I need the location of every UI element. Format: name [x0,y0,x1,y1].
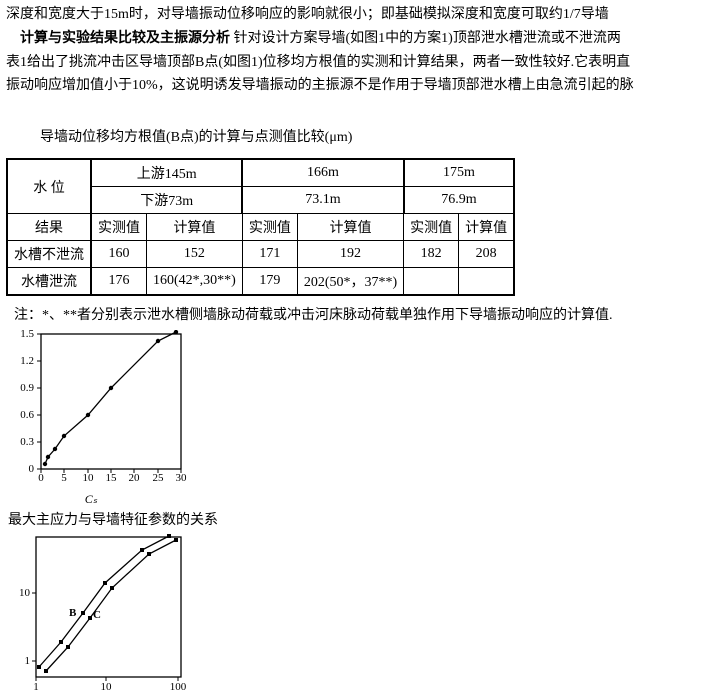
chart1-xlabel: Cₛ [1,492,181,507]
fig2-title: 最大主应力与导墙特征参数的关系 [8,509,706,529]
section-heading: 计算与实验结果比较及主振源分析 [20,31,230,46]
table-note: 注：*、**者分别表示泄水槽侧墙脉动荷载或冲击河床脉动荷载单独作用下导墙振动响应… [6,296,706,330]
d2-0: 176 [91,268,147,296]
ytick: 10 [19,587,30,599]
rowhead-result: 结果 [7,214,91,241]
d2-4 [404,268,459,296]
xtick: 5 [61,472,67,484]
d1-3: 192 [297,241,403,268]
results-table: 水 位 上游145m 166m 175m 下游73m 73.1m 76.9m 结… [6,158,515,296]
h-166: 166m [242,159,403,187]
chart-loglog: B C 10 1 1 10 100 [6,533,184,697]
sub-3: 计算值 [297,214,403,241]
ytick: 0.3 [20,436,34,448]
label-B: B [69,607,76,619]
h-769: 76.9m [404,187,515,214]
ytick: 0.6 [20,409,34,421]
label-C: C [93,609,101,621]
xtick: 30 [176,472,187,484]
h-175: 175m [404,159,515,187]
d2-5 [459,268,515,296]
line3: 表1给出了挑流冲击区导墙顶部B点(如图1)位移均方根值的实测和计算结果，两者一致… [6,55,630,70]
d1-5: 208 [459,241,515,268]
ytick: 1.2 [20,355,34,367]
xtick: 10 [101,681,112,693]
xtick: 0 [38,472,44,484]
d1-4: 182 [404,241,459,268]
sub-2: 实测值 [242,214,297,241]
h-down73: 下游73m [91,187,242,214]
h-up145: 上游145m [91,159,242,187]
d2-3: 202(50*，37**) [297,268,403,296]
sub-4: 实测值 [404,214,459,241]
paragraph-block: 深度和宽度大于15m时，对导墙振动位移响应的影响就很小；即基础模拟深度和宽度可取… [6,3,706,98]
chart-cs-vs-response: 1.5 1.2 0.9 0.6 0.3 00 5 10 15 20 25 30 [6,330,186,492]
row-flow: 水槽泄流 [7,268,91,296]
d1-1: 152 [147,241,243,268]
line1: 深度和宽度大于15m时，对导墙振动位移响应的影响就很小；即基础模拟深度和宽度可取… [6,7,609,22]
d1-0: 160 [91,241,147,268]
table-caption: 导墙动位移均方根值(B点)的计算与点测值比较(μm) [6,122,706,150]
xtick: 15 [106,472,117,484]
line4: 振动响应增加值小于10%，这说明诱发导墙振动的主振源不是作用于导墙顶部泄水槽上由… [6,78,634,93]
xtick: 10 [83,472,94,484]
ytick: 0.9 [20,382,34,394]
row-noflow: 水槽不泄流 [7,241,91,268]
d2-1: 160(42*,30**) [147,268,243,296]
line2: 针对设计方案导墙(如图1中的方案1)顶部泄水槽泄流或不泄流两 [230,31,621,46]
ytick: 1 [25,655,31,667]
rowhead-level: 水 位 [7,159,91,214]
sub-1: 计算值 [147,214,243,241]
h-731: 73.1m [242,187,403,214]
xtick: 25 [153,472,164,484]
ytick: 1.5 [20,328,34,340]
xtick: 1 [33,681,39,693]
sub-0: 实测值 [91,214,147,241]
xtick: 100 [170,681,187,693]
d1-2: 171 [242,241,297,268]
sub-5: 计算值 [459,214,515,241]
xtick: 20 [129,472,140,484]
ytick: 0 [29,463,35,475]
d2-2: 179 [242,268,297,296]
